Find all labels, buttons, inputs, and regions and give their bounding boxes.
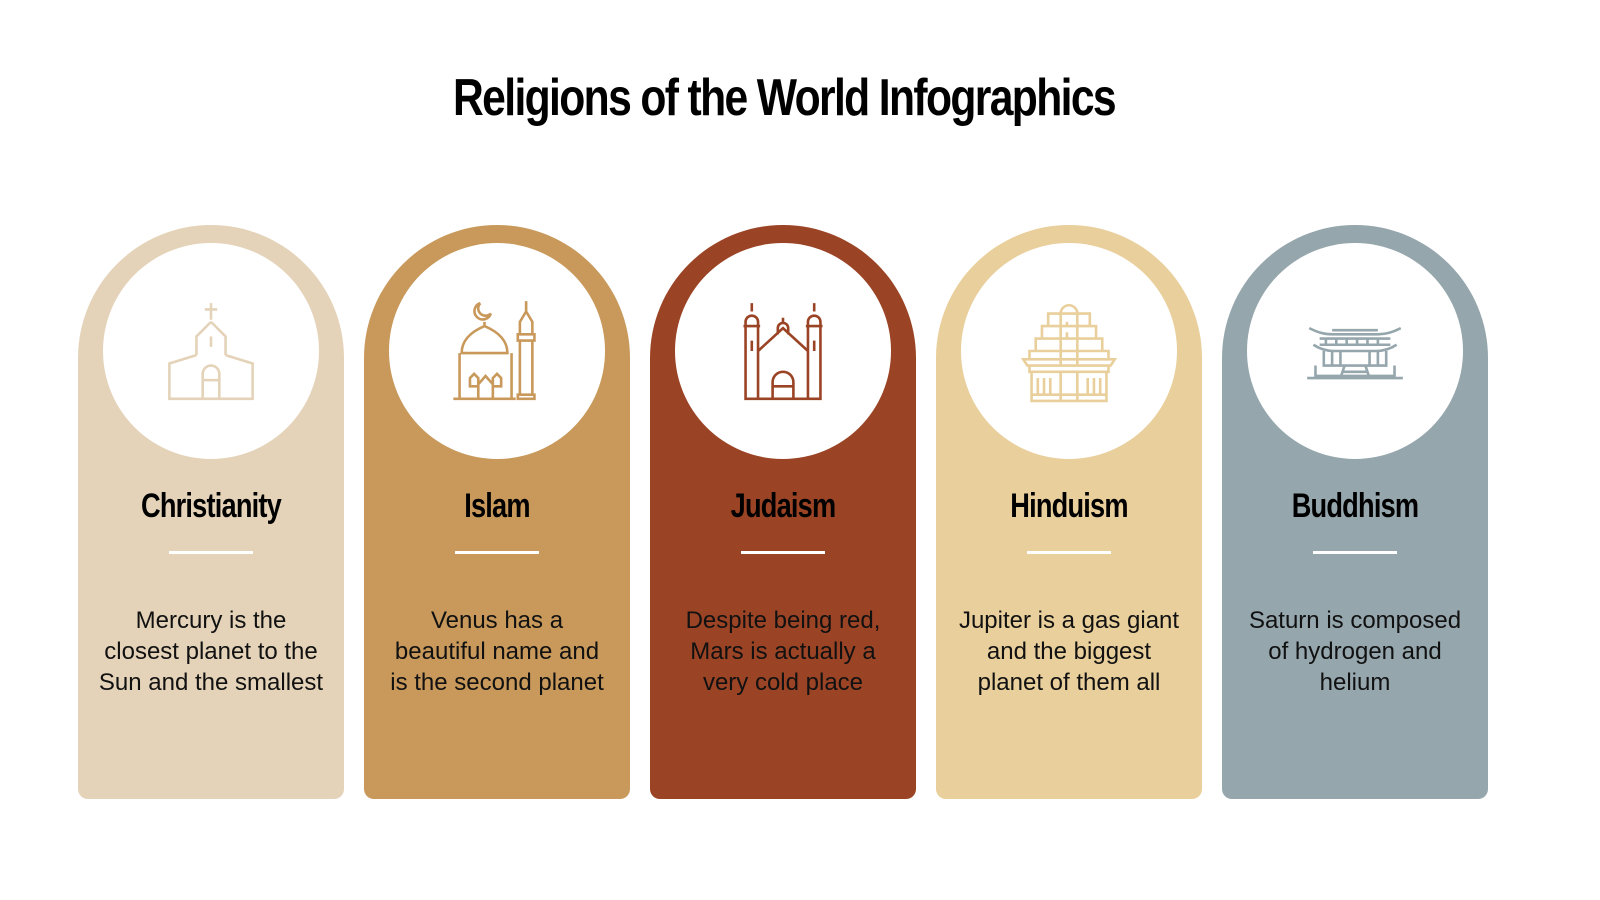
card-buddhism: Buddhism Saturn is composed of hydrogen … — [1222, 225, 1488, 799]
icon-circle — [103, 243, 319, 459]
card-title: Hinduism — [1010, 487, 1128, 525]
divider — [741, 551, 825, 554]
icon-circle — [675, 243, 891, 459]
divider — [1313, 551, 1397, 554]
card-description: Venus has a beautiful name and is the se… — [390, 607, 604, 696]
divider — [169, 551, 253, 554]
icon-circle — [961, 243, 1177, 459]
synagogue-icon — [743, 303, 823, 401]
card-christianity: Christianity Mercury is the closest plan… — [78, 225, 344, 799]
icon-circle — [1247, 243, 1463, 459]
card-title: Islam — [464, 487, 530, 525]
card-description: Jupiter is a gas giant and the biggest p… — [958, 607, 1180, 696]
card-islam: Islam Venus has a beautiful name and is … — [364, 225, 630, 799]
divider — [455, 551, 539, 554]
church-icon — [168, 303, 254, 401]
card-description: Despite being red, Mars is actually a ve… — [685, 607, 881, 696]
hindu-temple-icon — [1020, 304, 1118, 403]
card-description: Mercury is the closest planet to the Sun… — [98, 607, 324, 696]
divider — [1027, 551, 1111, 554]
card-hinduism: Hinduism Jupiter is a gas giant and the … — [936, 225, 1202, 799]
icon-circle — [389, 243, 605, 459]
page-title: Religions of the World Infographics — [453, 69, 1117, 127]
card-title: Judaism — [730, 487, 837, 525]
card-title: Christianity — [140, 487, 282, 525]
card-description: Saturn is composed of hydrogen and heliu… — [1248, 607, 1462, 696]
card-judaism: Judaism Despite being red, Mars is actua… — [650, 225, 916, 799]
pagoda-temple-icon — [1307, 326, 1403, 380]
mosque-icon — [453, 301, 536, 401]
card-title: Buddhism — [1291, 487, 1419, 525]
